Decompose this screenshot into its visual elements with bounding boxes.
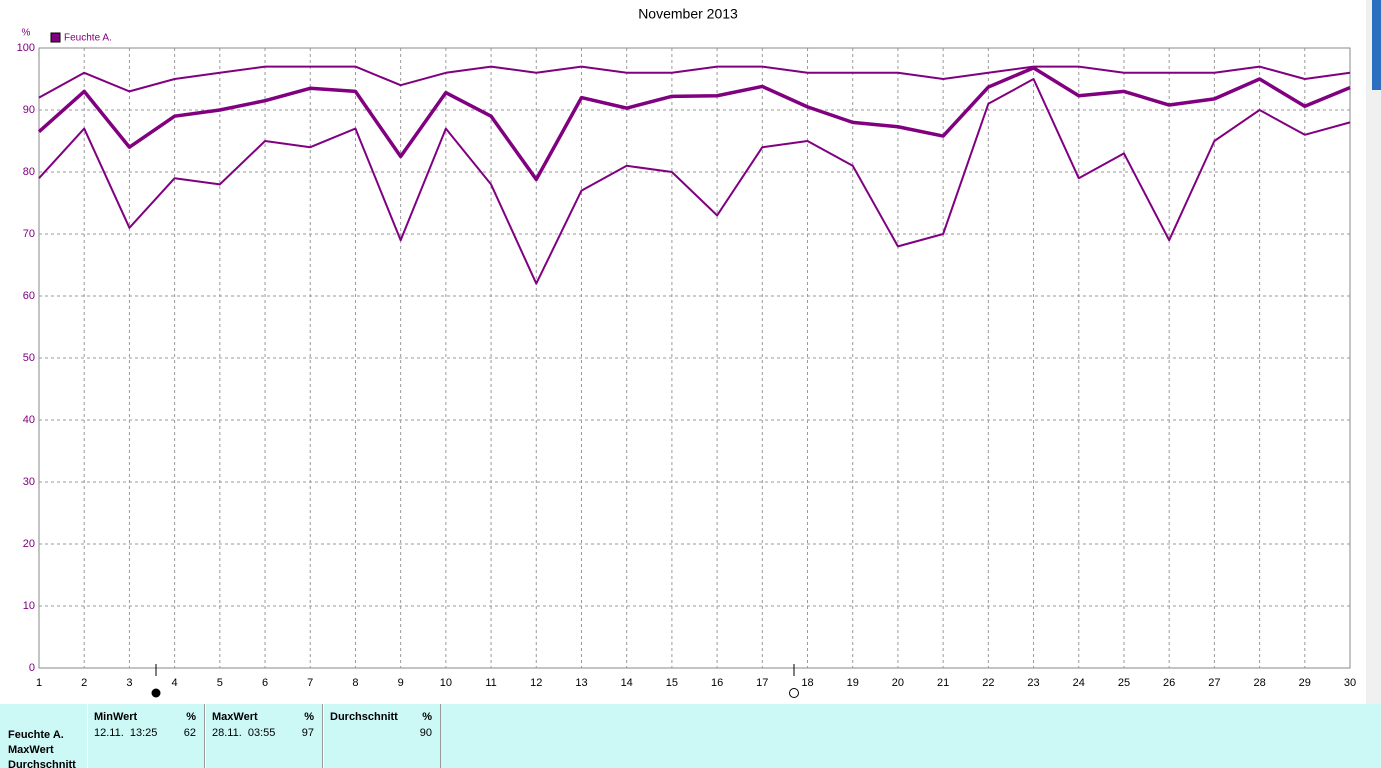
x-tick-label: 5: [217, 677, 223, 689]
x-tick-label: 28: [1253, 677, 1265, 689]
y-tick-label: 80: [23, 166, 35, 178]
y-tick-label: 10: [23, 600, 35, 612]
x-tick-label: 25: [1118, 677, 1130, 689]
y-tick-label: 100: [17, 42, 35, 54]
column-unit: %: [186, 711, 196, 723]
x-tick-label: 16: [711, 677, 723, 689]
column-value: 90: [419, 727, 432, 739]
summary-column: MinWert% 12.11. 13:25 62: [87, 704, 205, 768]
summary-column: Durchschnitt% 90: [323, 704, 441, 768]
x-tick-label: 17: [756, 677, 768, 689]
summary-column: MaxWert% 28.11. 03:55 97: [205, 704, 323, 768]
x-tick-label: 3: [126, 677, 132, 689]
column-header: MinWert: [94, 711, 138, 723]
x-tick-label: 24: [1073, 677, 1085, 689]
x-tick-label: 4: [172, 677, 178, 689]
y-axis-label: %: [22, 28, 31, 39]
column-time: 28.11. 03:55: [212, 727, 276, 739]
y-tick-label: 0: [29, 662, 35, 674]
x-tick-label: 18: [801, 677, 813, 689]
series-line: [38, 65, 1351, 99]
column-unit: %: [304, 711, 314, 723]
y-tick-label: 50: [23, 352, 35, 364]
row-label: Durchschnitt: [8, 759, 76, 768]
y-tick-label: 60: [23, 290, 35, 302]
column-value: 97: [301, 727, 314, 739]
x-tick-label: 11: [485, 677, 496, 689]
column-header: MaxWert: [212, 711, 258, 723]
x-tick-label: 22: [982, 677, 994, 689]
x-tick-label: 27: [1208, 677, 1220, 689]
x-tick-label: 1: [36, 677, 42, 689]
summary-panel: Feuchte A. MaxWert Durchschnitt MinWert%…: [0, 704, 1381, 768]
x-tick-label: 19: [847, 677, 859, 689]
x-tick-label: 10: [440, 677, 452, 689]
full-moon: [789, 688, 799, 698]
x-tick-label: 6: [262, 677, 268, 689]
x-tick-label: 2: [81, 677, 87, 689]
x-tick-label: 13: [575, 677, 587, 689]
x-tick-label: 7: [307, 677, 313, 689]
x-tick-label: 23: [1027, 677, 1039, 689]
y-tick-label: 70: [23, 228, 35, 240]
x-tick-label: 12: [530, 677, 542, 689]
x-tick-label: 14: [621, 677, 633, 689]
chart-title: November 2013: [638, 6, 738, 22]
series-line: [37, 66, 1351, 182]
side-bar: [1372, 0, 1381, 90]
y-tick-label: 90: [23, 104, 35, 116]
legend-swatch: [50, 32, 61, 43]
row-label: Feuchte A.: [8, 729, 64, 741]
legend-label: Feuchte A.: [64, 33, 112, 44]
y-tick-label: 40: [23, 414, 35, 426]
x-tick-label: 30: [1344, 677, 1356, 689]
x-tick-label: 9: [398, 677, 404, 689]
y-tick-label: 20: [23, 538, 35, 550]
side-strip: [1366, 0, 1381, 704]
new-moon: [151, 688, 161, 698]
column-value: 62: [183, 727, 196, 739]
chart: November 2013 % Feuchte A. 0 10 20 30 40 50 60…: [17, 0, 1381, 704]
series-line: [38, 78, 1351, 285]
x-tick-label: 20: [892, 677, 904, 689]
x-tick-label: 21: [937, 677, 949, 689]
x-tick-label: 29: [1299, 677, 1311, 689]
column-time: 12.11. 13:25: [94, 727, 158, 739]
x-tick-label: 8: [352, 677, 358, 689]
row-label: MaxWert: [8, 744, 54, 756]
column-header: Durchschnitt: [330, 711, 398, 723]
y-tick-label: 30: [23, 476, 35, 488]
column-unit: %: [422, 711, 432, 723]
x-tick-label: 26: [1163, 677, 1175, 689]
x-tick-label: 15: [666, 677, 678, 689]
